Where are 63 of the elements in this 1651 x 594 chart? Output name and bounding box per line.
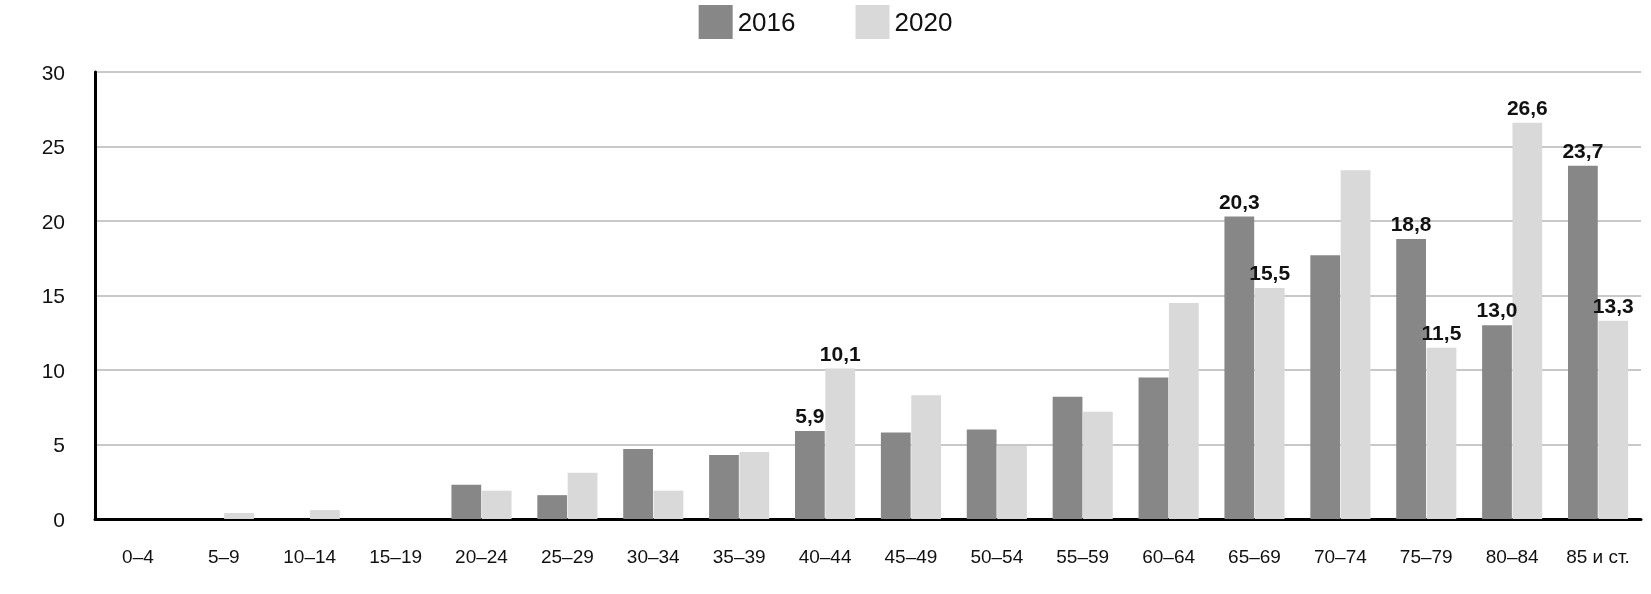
bar xyxy=(825,368,856,519)
y-tick-label: 30 xyxy=(41,60,65,84)
bar xyxy=(1083,411,1113,519)
bar xyxy=(310,510,340,519)
x-tick-label: 70–74 xyxy=(1313,546,1368,567)
bar xyxy=(739,451,770,519)
data-label: 10,1 xyxy=(819,341,861,365)
x-tick-label: 35–39 xyxy=(712,546,766,567)
bar xyxy=(1340,170,1371,519)
x-tick-label: 65–69 xyxy=(1228,546,1281,567)
data-label: 18,8 xyxy=(1390,211,1432,235)
bar xyxy=(997,445,1027,519)
bar xyxy=(537,495,568,519)
bar xyxy=(567,472,598,519)
bar xyxy=(1254,288,1285,519)
x-tick-label: 25–29 xyxy=(540,546,594,567)
bar xyxy=(623,448,653,519)
x-tick-label: 55–59 xyxy=(1056,546,1110,567)
data-label: 13,3 xyxy=(1592,293,1634,317)
data-label: 26,6 xyxy=(1506,95,1548,119)
x-tick-label: 85 и ст. xyxy=(1566,546,1630,567)
bar xyxy=(1052,396,1083,519)
legend-label: 2020 xyxy=(894,7,953,37)
bar xyxy=(653,490,684,519)
bar xyxy=(794,431,825,519)
y-tick-label: 20 xyxy=(41,209,65,233)
y-tick-label: 10 xyxy=(41,358,65,382)
x-tick-label: 15–19 xyxy=(369,546,423,567)
x-tick-label: 60–64 xyxy=(1142,546,1196,567)
y-tick-label: 5 xyxy=(53,433,65,456)
bar xyxy=(966,429,997,519)
data-label: 23,7 xyxy=(1562,138,1604,162)
x-tick-label: 30–34 xyxy=(626,546,681,567)
bar xyxy=(1138,377,1169,519)
bar xyxy=(1310,255,1341,519)
bar xyxy=(481,490,512,519)
x-tick-label: 80–84 xyxy=(1485,546,1540,567)
x-tick-label: 5–9 xyxy=(207,546,240,567)
x-tick-label: 75–79 xyxy=(1399,546,1453,567)
x-tick-label: 45–49 xyxy=(884,546,938,567)
data-label: 15,5 xyxy=(1249,261,1291,285)
x-tick-label: 50–54 xyxy=(970,546,1024,567)
bar xyxy=(1426,347,1457,519)
bar xyxy=(911,395,942,519)
bar xyxy=(224,513,254,519)
data-label: 13,0 xyxy=(1476,298,1518,322)
bar xyxy=(1598,320,1629,519)
data-label: 11,5 xyxy=(1421,320,1462,344)
bar xyxy=(709,454,739,519)
bar xyxy=(1482,325,1512,519)
y-tick-label: 25 xyxy=(41,135,65,158)
x-tick-label: 0–4 xyxy=(122,546,155,567)
bar xyxy=(880,432,911,519)
y-tick-label: 15 xyxy=(41,284,65,307)
data-label: 5,9 xyxy=(795,404,825,428)
bar xyxy=(1168,302,1199,519)
x-tick-label: 40–44 xyxy=(798,546,852,567)
x-tick-label: 20–24 xyxy=(455,546,509,567)
x-tick-label: 10–14 xyxy=(283,546,337,567)
legend-label: 2016 xyxy=(737,7,796,37)
y-tick-label: 0 xyxy=(53,507,65,531)
data-label: 20,3 xyxy=(1218,189,1260,213)
bar xyxy=(451,484,482,519)
